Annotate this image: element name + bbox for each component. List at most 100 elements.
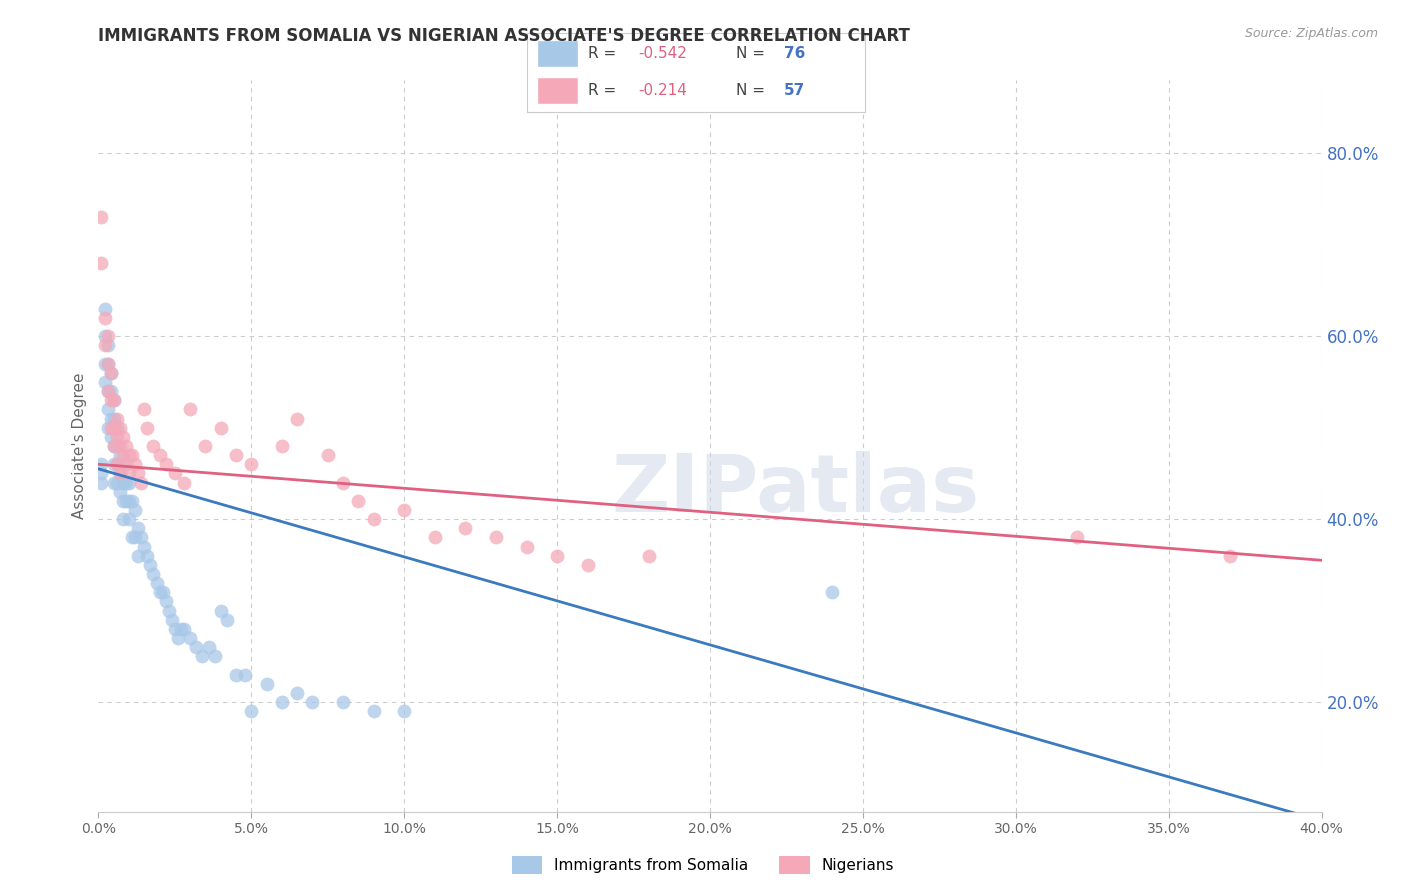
Point (121, 530, 143, 544)
Point (240, 704, 263, 718)
Point (118, 494, 141, 508)
Point (90, 467, 112, 481)
Point (129, 530, 152, 544)
Point (100, 421, 122, 435)
Point (100, 393, 122, 408)
Point (108, 467, 131, 481)
Point (111, 457, 134, 471)
Point (127, 467, 149, 481)
Text: Source: ZipAtlas.com: Source: ZipAtlas.com (1244, 27, 1378, 40)
Point (93, 338, 115, 352)
Point (145, 576, 167, 591)
Point (316, 448, 339, 462)
Point (111, 494, 134, 508)
Point (90, 475, 112, 490)
Point (93, 311, 115, 326)
Point (105, 475, 128, 490)
Point (103, 393, 125, 408)
Point (124, 457, 146, 471)
Point (136, 549, 159, 563)
Point (454, 521, 477, 535)
Point (546, 549, 568, 563)
Text: N =: N = (737, 45, 770, 61)
Point (124, 503, 146, 517)
Bar (537, 40, 578, 67)
Point (93, 301, 115, 316)
Point (270, 695, 292, 709)
Point (485, 530, 508, 544)
Point (93, 357, 115, 371)
Point (115, 457, 138, 471)
Point (173, 475, 195, 490)
Point (103, 439, 125, 453)
Point (152, 585, 174, 599)
Point (105, 457, 128, 471)
Point (637, 549, 661, 563)
Point (90, 457, 112, 471)
Text: R =: R = (588, 45, 621, 61)
Point (270, 439, 292, 453)
Point (155, 594, 177, 608)
Point (1066, 530, 1088, 544)
Text: -0.542: -0.542 (638, 45, 688, 61)
Point (97, 338, 120, 352)
Point (163, 467, 186, 481)
Point (301, 695, 323, 709)
Point (124, 530, 146, 544)
Point (233, 667, 256, 681)
Text: ZIPatlas: ZIPatlas (612, 450, 980, 529)
Point (209, 603, 232, 617)
Point (111, 512, 134, 526)
Point (134, 402, 156, 417)
Point (170, 622, 193, 636)
Text: 76: 76 (783, 45, 806, 61)
Point (167, 631, 190, 645)
Point (108, 448, 131, 462)
Point (97, 384, 120, 398)
Point (186, 640, 208, 655)
Text: 57: 57 (783, 83, 806, 98)
Point (1219, 549, 1241, 563)
Point (136, 421, 159, 435)
Point (363, 512, 385, 526)
Point (139, 558, 162, 572)
Point (191, 649, 214, 664)
Point (516, 540, 538, 554)
Point (332, 475, 354, 490)
Point (160, 613, 183, 627)
Point (209, 421, 232, 435)
Text: -0.214: -0.214 (638, 83, 688, 98)
Point (204, 649, 226, 664)
Point (256, 676, 278, 690)
Point (197, 640, 219, 655)
Point (111, 430, 134, 444)
Y-axis label: Associate's Degree: Associate's Degree (72, 373, 87, 519)
Point (115, 439, 138, 453)
Point (155, 457, 177, 471)
Point (163, 622, 186, 636)
Point (103, 439, 125, 453)
Point (103, 421, 125, 435)
Point (423, 530, 446, 544)
Point (285, 686, 308, 700)
Point (149, 448, 172, 462)
Point (118, 467, 141, 481)
Point (157, 603, 180, 617)
Legend: Immigrants from Somalia, Nigerians: Immigrants from Somalia, Nigerians (506, 850, 900, 880)
Point (821, 585, 844, 599)
Point (103, 393, 125, 408)
Point (215, 613, 238, 627)
Point (285, 411, 308, 425)
Point (103, 411, 125, 425)
Point (103, 457, 125, 471)
Point (93, 375, 115, 389)
Point (225, 448, 247, 462)
Text: N =: N = (737, 83, 770, 98)
Point (108, 467, 131, 481)
Point (134, 540, 156, 554)
Point (100, 384, 122, 398)
Point (127, 549, 149, 563)
Point (118, 512, 141, 526)
Point (392, 704, 416, 718)
Point (97, 357, 120, 371)
